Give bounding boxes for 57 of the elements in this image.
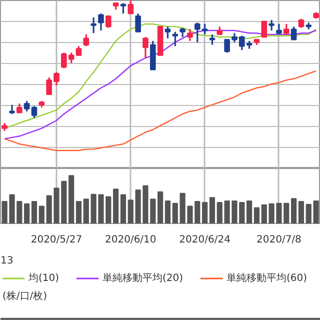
legend-label: 均(10) [28, 272, 60, 284]
bar [31, 201, 38, 224]
bar [24, 203, 30, 224]
x-tick-label: 2020/7/8 [256, 234, 302, 246]
bar [298, 201, 304, 224]
x-tick-label: 2020/6/10 [105, 234, 156, 246]
bar [113, 188, 119, 224]
candlestick [98, 12, 104, 32]
bar [120, 194, 126, 224]
bar [38, 206, 44, 224]
candlestick [142, 36, 148, 59]
candlestick [187, 28, 193, 42]
bar [306, 204, 312, 224]
candlestick [283, 23, 290, 36]
bar [158, 191, 164, 224]
candlestick [83, 34, 90, 47]
candlestick [180, 27, 186, 38]
bar [128, 200, 134, 224]
legend-label: 単純移動平均(20) [102, 272, 184, 284]
candlestick [24, 100, 30, 112]
bar [209, 197, 216, 224]
candlestick [90, 16, 96, 34]
bar [172, 202, 178, 224]
legend-label: 単純移動平均(60) [226, 272, 308, 284]
bar [202, 202, 208, 224]
text: 13 [0, 256, 14, 266]
candlestick [172, 31, 178, 47]
candlestick [290, 26, 297, 40]
x-tick-label: 2020/5/27 [30, 234, 82, 246]
bar [68, 175, 74, 224]
candlestick [164, 26, 171, 40]
candlestick [194, 22, 200, 44]
bar [164, 200, 171, 224]
candlestick [202, 23, 208, 36]
candlestick [106, 15, 112, 29]
candlestick [298, 18, 304, 29]
bar [216, 202, 222, 224]
bar [254, 207, 260, 224]
candlestick [268, 19, 274, 32]
bar [291, 198, 297, 224]
bar [261, 204, 267, 224]
candlestick [128, 0, 134, 14]
x-tick-label: 2020/6/24 [179, 234, 230, 246]
bar [76, 201, 82, 224]
candlestick [209, 34, 216, 46]
bar [313, 200, 319, 224]
candlestick [276, 23, 282, 36]
candlestick [16, 102, 22, 114]
candlestick [120, 2, 126, 14]
bar [83, 198, 89, 224]
candlestick [31, 105, 38, 119]
candlestick [261, 20, 268, 38]
candlestick [76, 45, 82, 56]
text: (株/口/枚) [2, 290, 48, 302]
candlestick [9, 104, 15, 115]
bar [246, 200, 252, 224]
candlestick [135, 12, 141, 33]
